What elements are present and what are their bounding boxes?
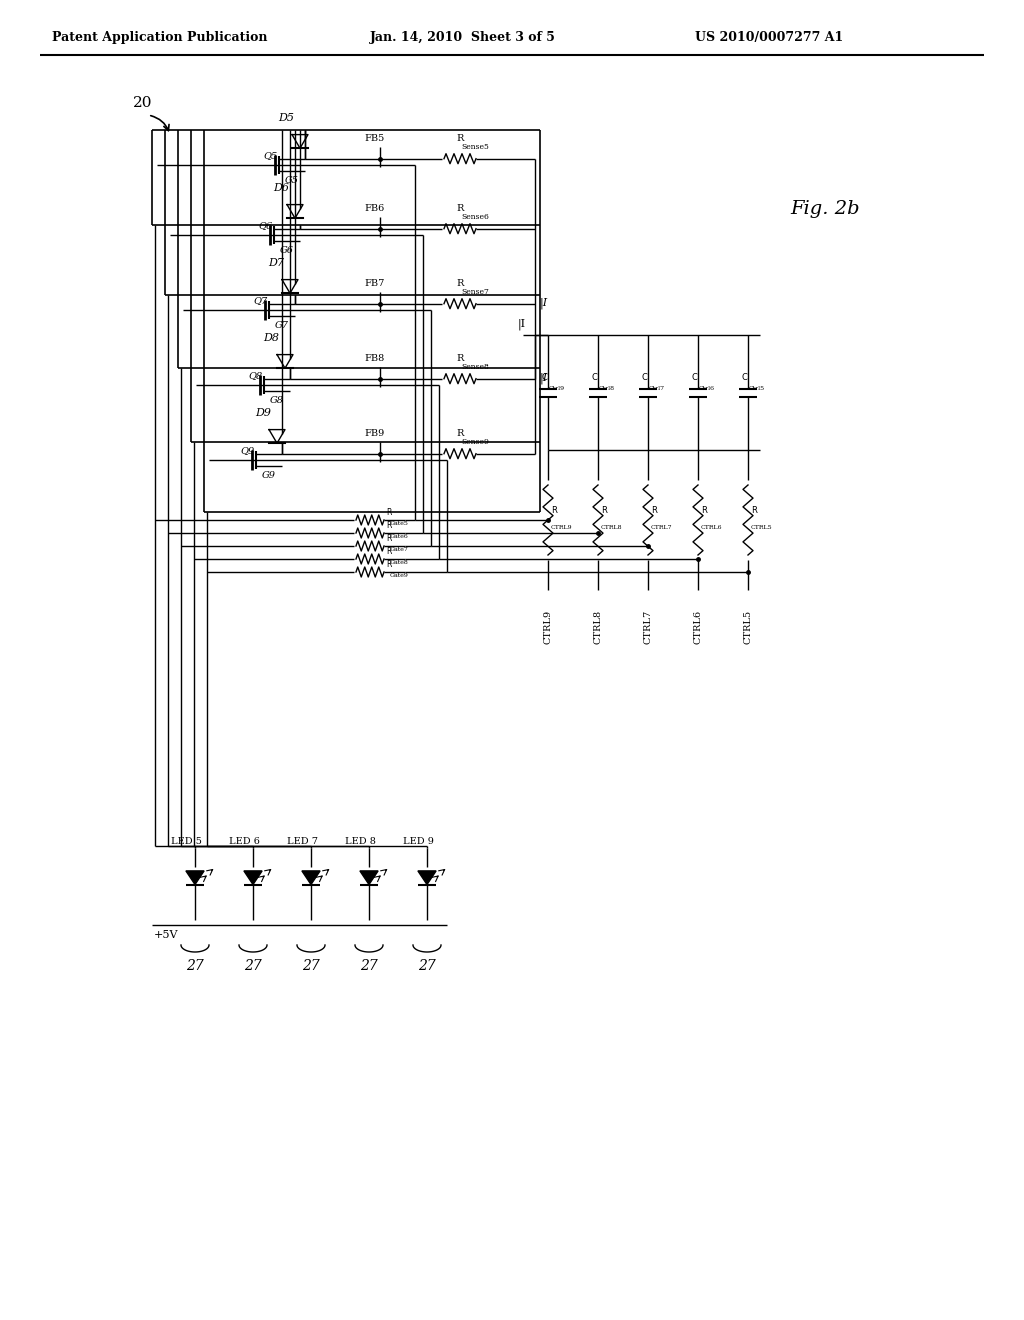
Polygon shape [359,871,378,884]
Text: CTRL8: CTRL8 [594,610,602,644]
Text: Q9: Q9 [240,446,254,455]
Text: 27: 27 [302,960,319,973]
Text: R: R [457,354,464,363]
Text: FB9: FB9 [365,429,385,438]
Text: R: R [457,133,464,143]
Text: Jan. 14, 2010  Sheet 3 of 5: Jan. 14, 2010 Sheet 3 of 5 [370,30,556,44]
Text: FB7: FB7 [365,279,385,288]
Text: D6: D6 [273,182,289,193]
Text: |I: |I [518,318,526,330]
Polygon shape [418,871,436,884]
Text: Sense6: Sense6 [461,213,488,220]
Text: G6: G6 [280,246,294,255]
Text: Ctrl7: Ctrl7 [649,385,666,391]
Text: US 2010/0007277 A1: US 2010/0007277 A1 [695,30,843,44]
Text: LED 7: LED 7 [287,837,318,846]
Text: D8: D8 [263,333,279,343]
Text: G5: G5 [285,176,299,185]
Text: R: R [751,506,757,515]
Text: 27: 27 [244,960,262,973]
Text: R: R [601,506,607,515]
Text: Sense7: Sense7 [461,288,488,296]
Text: LED 8: LED 8 [345,837,376,846]
Text: Gate9: Gate9 [390,573,409,578]
Text: LED 6: LED 6 [229,837,260,846]
Text: CTRL6: CTRL6 [701,525,723,531]
Text: G9: G9 [262,471,276,479]
Text: CTRL5: CTRL5 [751,525,773,531]
Text: 27: 27 [360,960,378,973]
Text: Gate7: Gate7 [390,546,409,552]
Text: Fig. 2b: Fig. 2b [790,201,859,218]
Text: Ctrl6: Ctrl6 [699,385,715,391]
Text: CTRL7: CTRL7 [643,610,652,644]
Text: CTRL5: CTRL5 [743,610,753,644]
Text: C: C [591,374,597,383]
Text: C: C [691,374,697,383]
Text: CTRL6: CTRL6 [693,610,702,644]
Text: FB5: FB5 [365,133,385,143]
Text: G8: G8 [270,396,284,405]
Text: |I: |I [540,298,548,309]
Text: R: R [457,203,464,213]
Text: Q5: Q5 [263,150,278,160]
Text: 20: 20 [133,96,153,110]
Text: R: R [457,279,464,288]
Text: D7: D7 [268,257,284,268]
Text: Ctrl9: Ctrl9 [549,385,565,391]
Text: CTRL9: CTRL9 [544,610,553,644]
Text: R: R [386,546,391,556]
Text: LED 9: LED 9 [403,837,434,846]
Polygon shape [302,871,321,884]
Text: 27: 27 [186,960,204,973]
Text: R: R [386,521,391,531]
Text: Gate8: Gate8 [390,560,409,565]
Text: G7: G7 [275,321,289,330]
Text: CTRL9: CTRL9 [551,525,572,531]
Text: Sense9: Sense9 [461,438,488,446]
Text: Ctrl8: Ctrl8 [599,385,615,391]
Text: +5V: +5V [154,931,178,940]
Text: Sense8: Sense8 [461,363,488,371]
Text: Patent Application Publication: Patent Application Publication [52,30,267,44]
Text: CTRL7: CTRL7 [651,525,673,531]
Text: Sense5: Sense5 [461,143,488,150]
Text: 27: 27 [418,960,436,973]
Polygon shape [186,871,204,884]
Text: Q7: Q7 [253,296,267,305]
Text: D5: D5 [278,112,294,123]
Text: C: C [541,374,547,383]
Text: C: C [741,374,746,383]
Text: R: R [457,429,464,438]
Text: Gate5: Gate5 [390,521,409,525]
Text: FB6: FB6 [365,203,385,213]
Text: Q8: Q8 [248,371,262,380]
Text: R: R [551,506,557,515]
Text: LED 5: LED 5 [171,837,202,846]
Text: Ctrl5: Ctrl5 [749,385,765,391]
Text: R: R [386,508,391,517]
Text: Q6: Q6 [258,220,272,230]
Text: |I: |I [540,374,548,384]
Text: FB8: FB8 [365,354,385,363]
Text: Gate6: Gate6 [390,535,409,539]
Text: R: R [386,560,391,569]
Text: C: C [641,374,647,383]
Text: CTRL8: CTRL8 [601,525,623,531]
Text: R: R [651,506,656,515]
Polygon shape [244,871,262,884]
Text: R: R [386,535,391,543]
Text: R: R [701,506,707,515]
Text: D9: D9 [255,408,271,417]
